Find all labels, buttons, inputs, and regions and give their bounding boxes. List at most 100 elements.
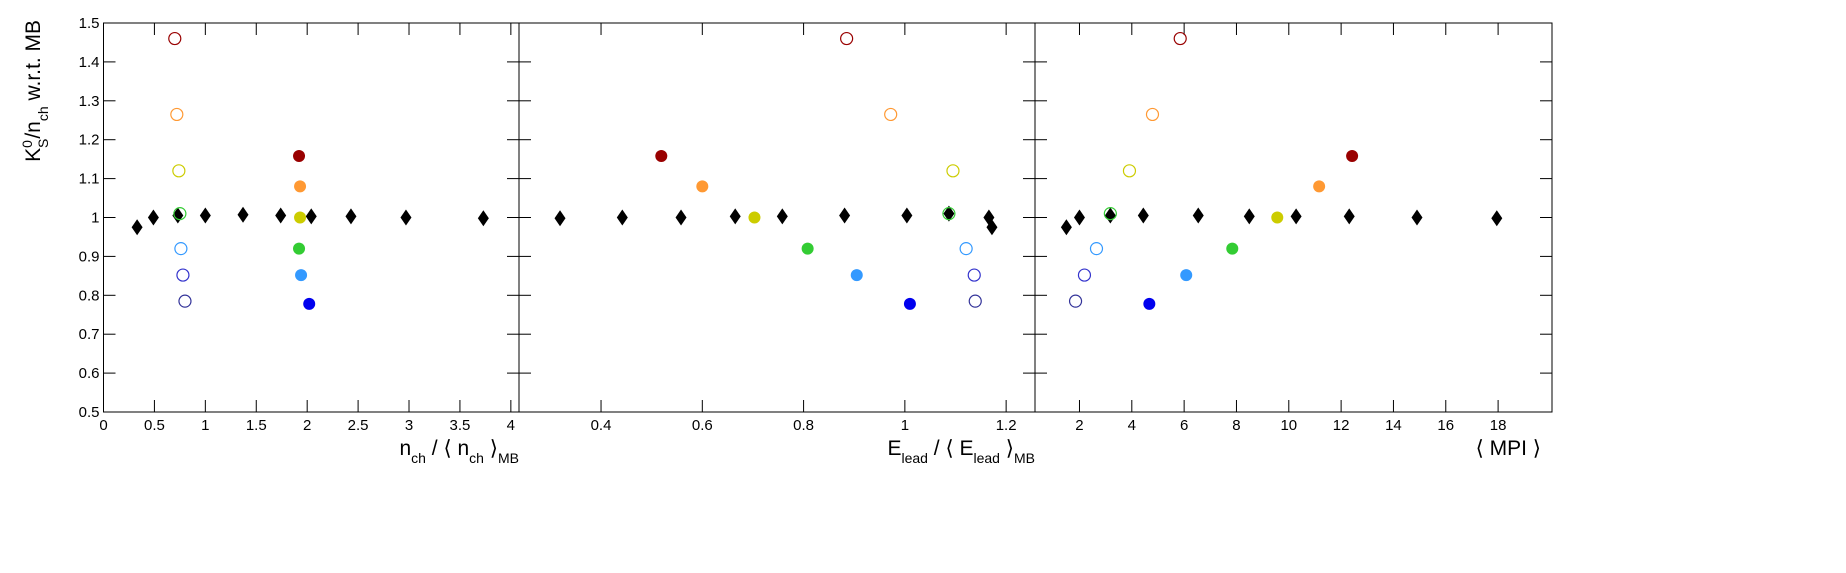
y-tick-label: 1.5 — [79, 15, 100, 32]
y-axis-title-part: S — [35, 139, 51, 148]
y-tick-label: 1.2 — [79, 132, 100, 149]
filled-circle-marker — [1346, 150, 1359, 163]
x-tick-label: 10 — [1280, 417, 1297, 434]
diamond-marker — [477, 210, 489, 227]
x-tick-label: 2 — [303, 417, 311, 434]
open-circle-marker — [1068, 294, 1083, 308]
filled-circle-marker — [850, 269, 863, 282]
x-tick-label: 3.5 — [450, 417, 471, 434]
open-circle-marker — [176, 268, 190, 282]
diamond-marker — [1491, 210, 1503, 227]
diamond-marker — [616, 209, 628, 226]
open-circle-marker — [168, 31, 182, 46]
x-axis-title-part: ⟩ — [484, 437, 498, 460]
x-axis-title-part: / ⟨ E — [928, 437, 974, 460]
x-tick-label: 1.2 — [996, 417, 1017, 434]
diamond-marker — [147, 209, 159, 226]
y-axis-title-part: K — [22, 148, 45, 162]
filled-circle-marker — [295, 269, 308, 282]
x-axis-title: Elead / ⟨ Elead ⟩MB — [887, 437, 1035, 466]
x-axis-title-part: E — [887, 437, 901, 460]
y-tick-label: 0.8 — [79, 287, 100, 304]
diamond-marker — [1192, 207, 1204, 224]
y-tick-label: 0.5 — [79, 404, 100, 421]
x-tick-label: 8 — [1232, 417, 1240, 434]
filled-circle-marker — [293, 242, 306, 255]
diamond-marker — [1137, 207, 1149, 224]
x-tick-label: 1 — [201, 417, 209, 434]
x-axis-title-part: ⟩ — [1000, 437, 1014, 460]
x-tick-label: 2.5 — [348, 417, 369, 434]
x-axis-title-part: lead — [974, 450, 1000, 466]
y-tick-label: 0.7 — [79, 326, 100, 343]
y-axis-title: K0S/nch w.r.t. MB — [19, 20, 51, 162]
diamond-marker — [237, 206, 249, 223]
diamond-marker — [901, 207, 913, 224]
x-tick-label: 1 — [901, 417, 909, 434]
diamond-marker — [943, 205, 955, 222]
diamond-marker — [986, 219, 998, 236]
open-circle-marker — [942, 207, 956, 221]
filled-circle-marker — [294, 180, 307, 193]
open-circle-marker — [174, 242, 188, 256]
filled-circle-marker — [801, 242, 814, 255]
filled-circle-marker — [903, 297, 916, 310]
y-tick-label: 0.9 — [79, 248, 100, 265]
diamond-marker — [1243, 208, 1255, 225]
x-tick-label: 4 — [507, 417, 515, 434]
x-tick-label: 4 — [1128, 417, 1136, 434]
x-tick-label: 0.8 — [793, 417, 814, 434]
x-axis-title: nch / ⟨ nch ⟩MB — [399, 437, 519, 466]
filled-circle-marker — [294, 211, 307, 224]
x-tick-label: 0.5 — [144, 417, 165, 434]
diamond-marker — [131, 219, 143, 236]
open-circle-marker — [946, 164, 960, 178]
open-circle-marker — [1145, 107, 1160, 122]
filled-circle-marker — [293, 150, 306, 163]
x-axis-title-part: MB — [1014, 450, 1035, 466]
x-axis-title-part: MB — [498, 450, 519, 466]
x-axis-title-part: ch — [411, 450, 426, 466]
x-axis-title-part: ch — [469, 450, 484, 466]
open-circle-marker — [959, 242, 973, 256]
diamond-marker — [729, 208, 741, 225]
x-tick-label: 18 — [1490, 417, 1507, 434]
open-circle-marker — [1173, 31, 1187, 46]
x-tick-label: 3 — [405, 417, 413, 434]
diamond-marker — [1411, 209, 1423, 226]
y-axis-title-part: /n — [22, 121, 45, 139]
x-tick-label: 0.4 — [591, 417, 612, 434]
filled-circle-marker — [1271, 211, 1284, 224]
x-axis-title-part: n — [399, 437, 411, 460]
filled-circle-marker — [1313, 180, 1326, 193]
open-circle-marker — [173, 207, 187, 221]
x-tick-label: 1.5 — [246, 417, 267, 434]
y-axis-title-part: ch — [35, 106, 51, 121]
open-circle-marker — [1103, 207, 1117, 221]
y-tick-label: 1.3 — [79, 93, 100, 110]
diamond-marker — [554, 210, 566, 227]
open-circle-marker — [170, 107, 184, 122]
open-circle-marker — [884, 107, 898, 122]
open-circle-marker — [1089, 242, 1104, 256]
plot-frame — [518, 22, 1036, 413]
diamond-marker — [1290, 208, 1302, 225]
diamond-marker — [1060, 219, 1072, 236]
diamond-marker — [675, 209, 687, 226]
open-circle-marker — [172, 164, 186, 178]
open-circle-marker — [968, 294, 982, 308]
y-tick-label: 1.1 — [79, 171, 100, 188]
filled-circle-marker — [655, 150, 668, 163]
diamond-marker — [345, 208, 357, 225]
x-tick-label: 0.6 — [692, 417, 713, 434]
x-axis-title-part: lead — [901, 450, 927, 466]
open-circle-marker — [1077, 268, 1092, 282]
y-axis-title-part: w.r.t. MB — [22, 20, 45, 106]
y-tick-label: 1.4 — [79, 54, 100, 71]
diamond-marker — [1104, 207, 1116, 224]
x-tick-label: 12 — [1333, 417, 1350, 434]
x-tick-label: 14 — [1385, 417, 1402, 434]
filled-circle-marker — [303, 297, 316, 310]
